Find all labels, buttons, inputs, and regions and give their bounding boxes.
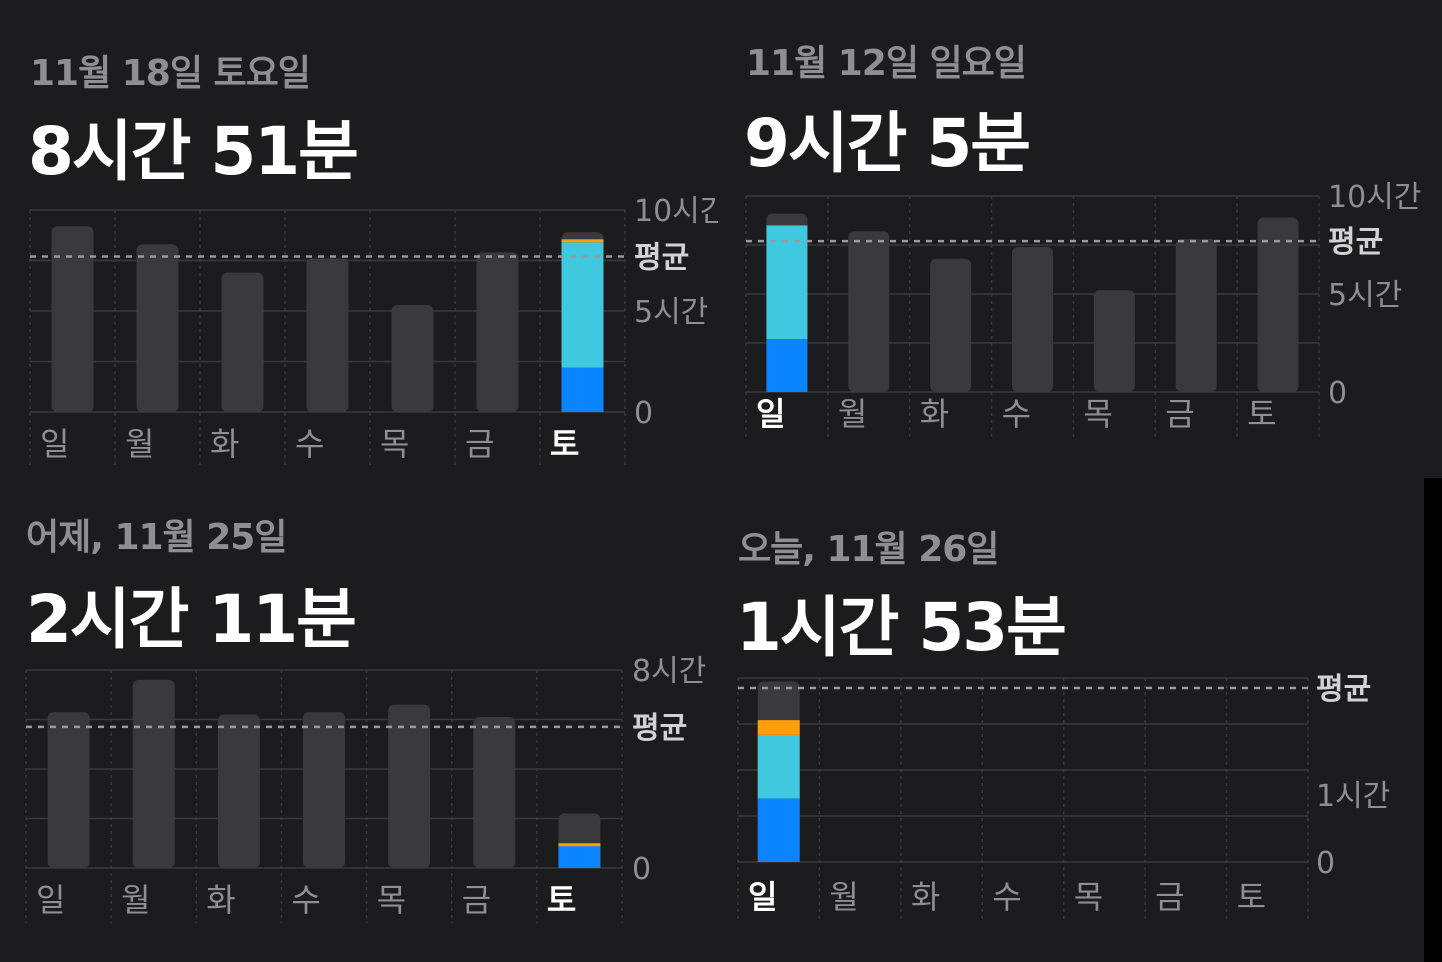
x-tick-label: 금 — [465, 425, 494, 463]
sleep-bar-chart: 평균 1시간 0 일 월 화 수 목 금 토 — [737, 672, 1390, 920]
x-tick-label: 수 — [291, 881, 320, 919]
x-tick-label: 토 — [547, 881, 576, 919]
sleep-bar — [1175, 239, 1217, 392]
total-sleep-label: 9시간 5분 — [744, 105, 1031, 182]
sleep-card-nov-18: 11월 18일 토요일 8시간 51분 평균 10시간 5시간 0 일 월 화 수 목 금 토 — [0, 0, 718, 478]
sleep-bar — [303, 712, 345, 868]
y-tick-label: 5시간 — [634, 295, 708, 330]
sleep-card-nov-12: 11월 12일 일요일 9시간 5분 평균 10시간 5시간 0 일 월 화 수 목 금 토 — [718, 0, 1442, 478]
y-tick-label: 0 — [1328, 376, 1347, 411]
y-tick-label: 5시간 — [1328, 278, 1402, 313]
bar-segment-awake — [561, 239, 604, 243]
x-tick-label: 목 — [1083, 395, 1112, 433]
sleep-bar — [476, 252, 519, 412]
x-tick-label: 금 — [462, 881, 491, 919]
x-tick-label: 화 — [911, 878, 940, 916]
x-tick-label: 금 — [1165, 395, 1194, 433]
sleep-bar — [221, 272, 264, 412]
x-tick-label: 목 — [377, 881, 406, 919]
sleep-bar — [1012, 246, 1053, 392]
bar-segment-deep — [561, 367, 604, 412]
sleep-bar — [132, 679, 175, 868]
sleep-bar — [848, 231, 890, 392]
sleep-bar — [473, 717, 516, 868]
x-tick-label: 일 — [40, 425, 69, 463]
total-sleep-label: 8시간 51분 — [28, 113, 359, 190]
x-tick-label: 목 — [1074, 878, 1103, 916]
sleep-bar — [391, 304, 434, 412]
x-tick-label: 토 — [550, 425, 579, 463]
sleep-bar — [306, 258, 349, 412]
sleep-bar — [1257, 217, 1299, 392]
average-label: 평균 — [632, 711, 687, 746]
x-tick-label: 월 — [838, 395, 867, 433]
bar-segment-awake — [558, 843, 601, 847]
date-label: 오늘, 11월 26일 — [738, 529, 999, 570]
bar-segment-core — [561, 242, 604, 368]
sleep-bar-chart: 평균 8시간 0 일 월 화 수 목 금 토 — [25, 654, 706, 923]
x-tick-label: 수 — [1002, 395, 1031, 433]
sleep-bar — [51, 226, 94, 412]
x-tick-label: 월 — [125, 425, 154, 463]
x-tick-label: 일 — [748, 878, 777, 916]
sleep-bar — [930, 258, 972, 392]
x-tick-label: 수 — [992, 878, 1021, 916]
bar-segment-deep — [558, 845, 601, 868]
x-tick-label: 목 — [380, 425, 409, 463]
bar-segment-deep — [757, 798, 800, 862]
y-tick-label: 1시간 — [1316, 779, 1390, 814]
x-tick-label: 월 — [829, 878, 858, 916]
x-tick-label: 화 — [210, 425, 239, 463]
x-tick-label: 월 — [121, 881, 150, 919]
date-label: 어제, 11월 25일 — [26, 517, 287, 558]
bar-segment-core — [757, 734, 800, 799]
sleep-bar — [217, 714, 260, 868]
sleep-bar — [136, 244, 179, 412]
average-label: 평균 — [634, 240, 689, 275]
sleep-bar-chart: 평균 10시간 5시간 0 일 월 화 수 목 금 토 — [745, 180, 1421, 437]
sleep-bar — [1093, 290, 1135, 392]
x-tick-label: 화 — [206, 881, 235, 919]
y-tick-label: 8시간 — [632, 654, 706, 689]
sleep-bar-chart: 평균 10시간 5시간 0 일 월 화 수 목 금 토 — [29, 194, 718, 467]
y-tick-label: 0 — [632, 852, 651, 887]
x-tick-label: 토 — [1237, 878, 1266, 916]
total-sleep-label: 1시간 53분 — [736, 589, 1067, 666]
y-tick-label: 0 — [634, 396, 653, 431]
x-tick-label: 일 — [36, 881, 65, 919]
x-tick-label: 수 — [295, 425, 324, 463]
sleep-card-today: 오늘, 11월 26일 1시간 53분 평균 1시간 0 일 월 화 수 목 금 토 — [718, 478, 1424, 962]
x-tick-label: 일 — [756, 395, 785, 433]
x-tick-label: 토 — [1247, 395, 1276, 433]
x-tick-label: 화 — [920, 395, 949, 433]
y-tick-label: 10시간 — [634, 194, 718, 229]
bar-segment-core — [766, 225, 808, 340]
x-tick-label: 금 — [1155, 878, 1184, 916]
sleep-bar — [388, 704, 431, 868]
average-label: 평균 — [1328, 225, 1383, 260]
date-label: 11월 18일 토요일 — [30, 53, 311, 94]
y-tick-label: 0 — [1316, 846, 1335, 881]
sleep-bar — [47, 712, 90, 868]
date-label: 11월 12일 일요일 — [746, 43, 1027, 84]
bar-segment-deep — [766, 339, 808, 392]
bar-segment-awake — [757, 720, 800, 735]
sleep-card-yesterday: 어제, 11월 25일 2시간 11분 평균 8시간 0 일 월 화 수 목 금 토 — [0, 478, 718, 962]
y-tick-label: 10시간 — [1328, 180, 1421, 215]
total-sleep-label: 2시간 11분 — [26, 581, 357, 658]
average-label: 평균 — [1316, 672, 1371, 707]
